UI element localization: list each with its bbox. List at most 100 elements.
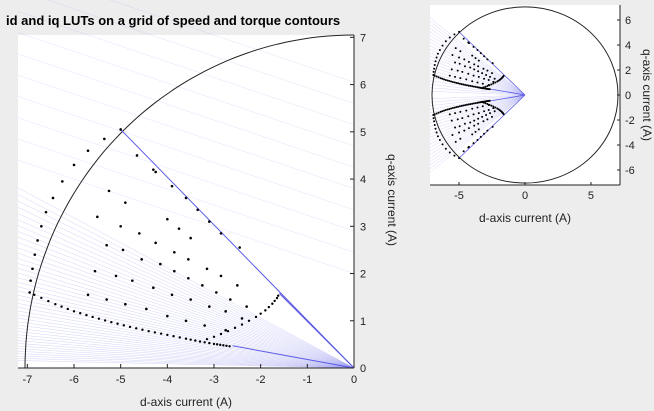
inset-interior-point <box>472 113 475 116</box>
interior-point <box>208 305 211 308</box>
boundary-line <box>120 129 355 369</box>
inset-interior-point <box>463 65 466 68</box>
interior-point <box>201 284 204 287</box>
inset-interior-point <box>477 128 480 131</box>
interior-point <box>154 241 157 245</box>
inset-mtpa-point <box>446 108 449 111</box>
current-limit-arc <box>24 34 355 369</box>
y-tick-label: 3 <box>360 221 366 233</box>
circle-point <box>40 224 43 228</box>
inset-interior-point <box>454 75 457 78</box>
inset-contour-line <box>429 94 526 106</box>
interior-point <box>135 154 139 157</box>
data-points <box>28 128 280 348</box>
inset-mtpa-point <box>448 108 451 110</box>
inset-interior-point <box>463 122 466 125</box>
contour-line <box>17 360 355 369</box>
contour-line <box>17 213 355 369</box>
inset-circle-point <box>441 44 444 47</box>
inset-contour-line <box>429 84 526 96</box>
inset-interior-point <box>481 115 484 118</box>
inset-interior-point <box>472 74 475 77</box>
inset-interior-point <box>474 130 477 133</box>
flux-weakening-point <box>219 332 223 336</box>
inset-interior-point <box>451 54 454 56</box>
inset-interior-point <box>493 110 496 113</box>
main-x-axis-label: d-axis current (A) <box>140 395 232 409</box>
inset-circle-point <box>436 52 439 55</box>
inset-interior-point <box>492 80 495 83</box>
inset-mtpa-point <box>437 76 440 79</box>
interior-point <box>224 310 227 313</box>
interior-point <box>215 291 218 294</box>
inset-mtpa-point <box>435 112 438 115</box>
flux-weakening-point <box>254 315 258 319</box>
interior-point <box>159 262 162 266</box>
inset-interior-point <box>485 114 488 116</box>
inset-mtpa-point <box>467 103 470 106</box>
inset-circle-point <box>458 30 461 33</box>
inset-interior-point <box>476 81 479 84</box>
inset-contour-line <box>429 94 526 141</box>
inset-interior-point <box>473 63 476 66</box>
inset-contour-line <box>429 45 526 96</box>
inset-circle-point <box>448 36 451 39</box>
inset-interior-point <box>448 74 451 77</box>
contour-line <box>17 231 355 369</box>
inset-flux-weakening-point <box>482 101 485 104</box>
inset-contour-line <box>429 94 526 162</box>
speed-contour-line <box>17 96 355 210</box>
mtpa-point <box>212 342 216 346</box>
inset-y-tick-label: 4 <box>625 40 631 52</box>
circle-point <box>72 163 76 167</box>
inset-mtpa-point <box>458 105 461 108</box>
mtpa-point <box>219 343 222 347</box>
inset-interior-point <box>450 119 453 122</box>
inset-interior-point <box>450 68 453 71</box>
contour-line <box>17 187 355 369</box>
contour-line <box>17 321 355 369</box>
interior-point <box>203 324 206 327</box>
contour-line <box>17 286 355 369</box>
inset-interior-point <box>482 120 485 123</box>
inset-interior-point <box>493 77 496 80</box>
flux-weakening-point <box>264 309 267 312</box>
inset-interior-point <box>489 112 492 115</box>
inset-mtpa-point <box>448 80 451 82</box>
mtpa-point <box>147 329 150 333</box>
inset-flux-weakening-point <box>492 82 495 85</box>
mtpa-point <box>141 328 144 331</box>
inset-flux-weakening-point <box>484 85 487 88</box>
speed-contour-line <box>17 159 355 274</box>
inset-contour-line <box>429 59 526 96</box>
inset-contour-line <box>429 52 526 96</box>
y-tick-label: 6 <box>360 80 366 92</box>
inset-flux-weakening-point <box>484 102 487 105</box>
inset-circle-point <box>444 147 447 150</box>
flux-weakening-point <box>247 319 251 322</box>
contour-line <box>17 303 355 369</box>
mtpa-point <box>85 313 88 317</box>
inset-mtpa-point <box>443 109 446 112</box>
inset-circle-point <box>435 131 438 134</box>
inset-x-axis-label: d-axis current (A) <box>479 211 571 225</box>
interior-point <box>170 293 174 297</box>
circle-point <box>28 291 31 294</box>
inset-contour-line <box>429 94 526 131</box>
inset-circle-point <box>432 114 435 116</box>
interior-point <box>124 201 127 204</box>
mtpa-point <box>72 310 76 313</box>
contour-line <box>17 358 355 369</box>
interior-point <box>245 305 248 308</box>
inset-contour-line <box>429 49 526 96</box>
x-tick-label: -6 <box>69 374 79 386</box>
inset-y-tick-label: 6 <box>625 15 631 27</box>
circle-point <box>61 180 64 183</box>
inset-interior-point <box>463 58 466 61</box>
flux-weakening-point <box>212 335 216 339</box>
inset-x-tick-label: 0 <box>522 190 528 202</box>
inset-mtpa-point <box>472 85 475 88</box>
inset-x-tick-label: 5 <box>588 190 594 202</box>
mtpa-point <box>60 305 63 308</box>
inset-interior-point <box>485 74 488 76</box>
